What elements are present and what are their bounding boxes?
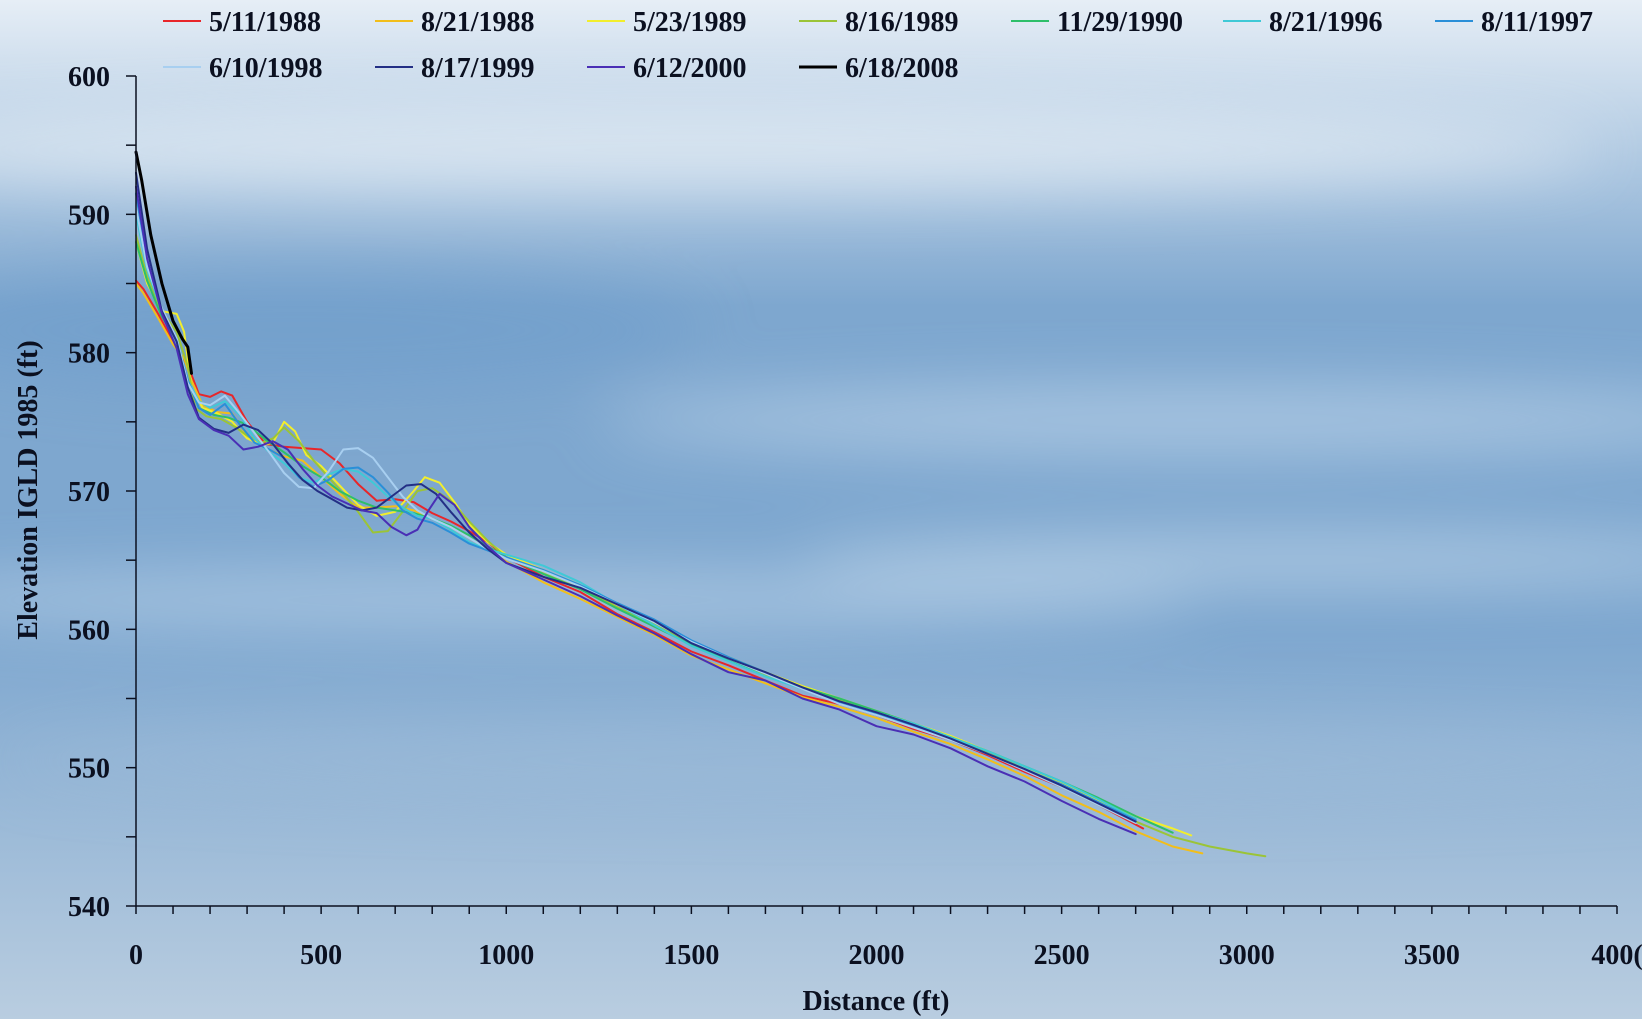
- legend-label: 11/29/1990: [1057, 7, 1183, 38]
- plot-lines: [134, 150, 1267, 858]
- y-axis-ticks: 540 550 560 570 580 590 600: [68, 62, 136, 923]
- background-streaks: [0, 105, 1642, 800]
- y-tick-label: 540: [68, 892, 110, 923]
- x-tick-label: 3000: [1219, 940, 1275, 971]
- legend-label: 8/17/1999: [421, 53, 535, 84]
- x-tick-label: 500: [300, 940, 342, 971]
- x-tick-label: 1500: [663, 940, 719, 971]
- x-tick-label: 1000: [478, 940, 534, 971]
- legend-label: 8/21/1996: [1269, 7, 1383, 38]
- legend-label: 6/18/2008: [845, 53, 959, 84]
- legend-label: 8/16/1989: [845, 7, 959, 38]
- y-tick-label: 600: [68, 62, 110, 93]
- legend: 5/11/1988 8/21/1988 5/23/1989 8/16/1989 11/2…: [163, 7, 1593, 84]
- legend-label: 8/21/1988: [421, 7, 535, 38]
- x-axis-title: Distance (ft): [803, 986, 950, 1017]
- legend-label: 5/23/1989: [633, 7, 747, 38]
- y-tick-label: 550: [68, 754, 110, 785]
- x-axis-ticks: 0 500 1000 1500 2000 2500 3000 3500 400(: [129, 906, 1642, 971]
- legend-label: 6/12/2000: [633, 53, 747, 84]
- x-tick-label: 3500: [1404, 940, 1460, 971]
- y-tick-label: 560: [68, 615, 110, 646]
- series-line-9: [135, 185, 1137, 836]
- series-line-7: [135, 206, 1137, 824]
- y-axis-title: Elevation IGLD 1985 (ft): [13, 340, 44, 639]
- x-tick-label: 2000: [849, 940, 905, 971]
- y-tick-label: 590: [68, 200, 110, 231]
- series-line-3: [135, 234, 1267, 858]
- y-tick-label: 570: [68, 477, 110, 508]
- legend-label: 5/11/1988: [209, 7, 321, 38]
- legend-label: 6/10/1998: [209, 53, 323, 84]
- x-tick-label: 2500: [1034, 940, 1090, 971]
- legend-label: 8/11/1997: [1481, 7, 1593, 38]
- x-tick-label: 400(: [1591, 940, 1642, 971]
- series-line-8: [135, 171, 1137, 823]
- series-line-10: [134, 150, 193, 375]
- y-tick-label: 580: [68, 339, 110, 370]
- x-tick-label: 0: [129, 940, 143, 971]
- series-line-6: [135, 192, 1137, 822]
